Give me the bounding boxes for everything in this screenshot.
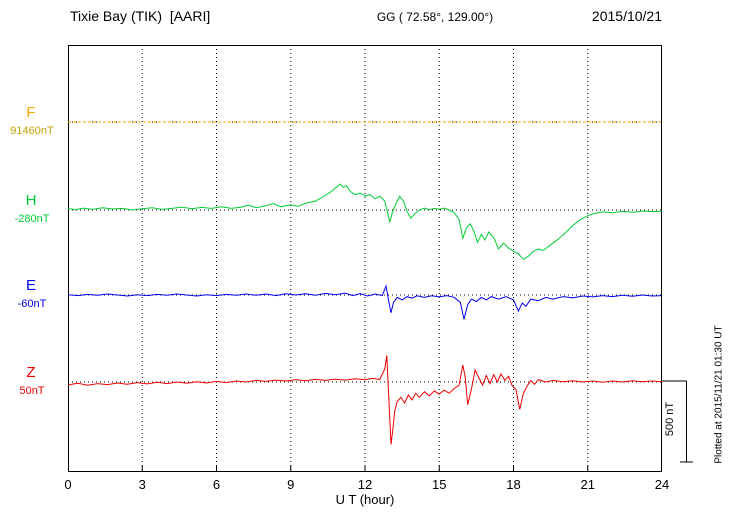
scale-bar-label: 500 nT — [664, 401, 676, 437]
station-title: Tixie Bay (TIK) [AARI] — [70, 8, 211, 24]
x-tick-label-0: 0 — [64, 477, 72, 492]
x-tick-label-12: 12 — [357, 477, 373, 492]
component-label-E: E — [25, 277, 36, 294]
plot-area — [68, 45, 662, 472]
scale-bar — [662, 380, 693, 463]
magnetogram-plot — [68, 45, 662, 472]
trace-E — [68, 284, 662, 320]
plot-border — [68, 45, 662, 472]
x-tick-label-9: 9 — [287, 477, 295, 492]
plot-date: 2015/10/21 — [591, 8, 662, 24]
x-tick-label-24: 24 — [654, 477, 670, 492]
x-tick-label-21: 21 — [580, 477, 595, 492]
x-tick-label-15: 15 — [432, 477, 447, 492]
component-label-H: H — [25, 192, 37, 209]
x-tick-label-6: 6 — [212, 477, 221, 492]
plotted-at-note: Plotted at 2015/11/21 01:30 UT — [713, 325, 725, 464]
x-tick-label-3: 3 — [138, 477, 146, 492]
geographic-coordinates: GG ( 72.58°, 129.00°) — [376, 10, 494, 24]
x-axis-label: U T (hour) — [335, 492, 395, 507]
component-baseline-value-Z: 50nT — [19, 385, 45, 397]
x-tick-label-18: 18 — [506, 477, 521, 492]
component-baseline-value-F: 91460nT — [10, 125, 54, 137]
component-baseline-value-H: -280nT — [14, 213, 50, 225]
trace-H — [68, 183, 662, 261]
component-baseline-value-E: -60nT — [17, 298, 47, 310]
trace-Z — [68, 355, 662, 445]
component-label-F: F — [26, 104, 36, 121]
component-label-Z: Z — [26, 364, 36, 381]
